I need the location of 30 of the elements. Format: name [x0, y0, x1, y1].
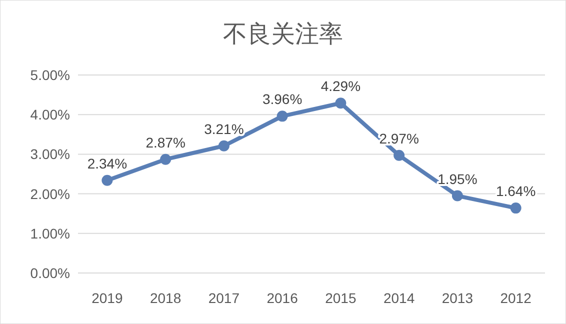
y-tick-label: 4.00% [30, 106, 70, 123]
point [218, 140, 230, 152]
data-label: 3.21% [204, 120, 244, 137]
y-tick-label: 2.00% [30, 186, 70, 202]
data-label: 1.95% [438, 170, 478, 187]
point [276, 110, 288, 122]
point [102, 174, 113, 186]
x-tick-label: 2012 [500, 290, 532, 306]
point [510, 202, 522, 214]
data-label: 3.96% [262, 91, 302, 108]
y-tick-label: 5.00% [30, 67, 70, 83]
data-label: 1.64% [496, 183, 536, 200]
point [335, 98, 346, 109]
x-tick-label: 2019 [92, 290, 123, 306]
y-tick-label: 3.00% [30, 146, 70, 162]
x-tick-label: 2014 [383, 290, 415, 306]
chart-title: 不良关注率 [223, 21, 343, 48]
data-label: 2.34% [87, 155, 128, 172]
point [160, 154, 172, 165]
point [452, 190, 463, 202]
y-tick-label: 0.00% [30, 265, 70, 281]
x-tick-label: 2015 [325, 290, 356, 306]
data-label: 2.87% [146, 134, 186, 150]
x-tick-label: 2013 [442, 290, 474, 306]
x-tick-label: 2016 [266, 290, 298, 306]
data-label: 4.29% [320, 78, 361, 94]
y-tick-label: 1.00% [30, 225, 70, 242]
x-tick-label: 2017 [208, 290, 240, 306]
x-tick-label: 2018 [150, 290, 182, 306]
point [394, 150, 405, 161]
